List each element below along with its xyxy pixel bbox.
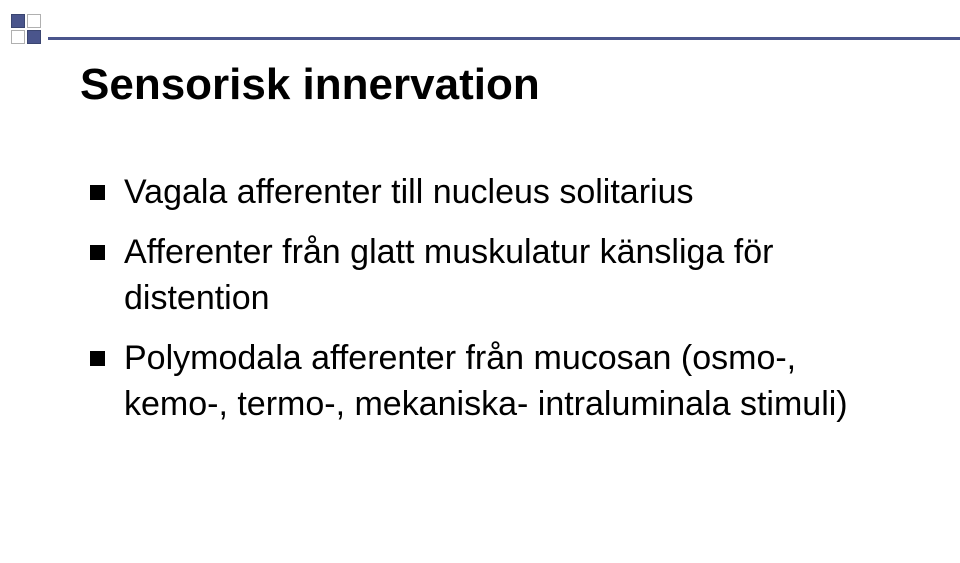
decorative-square-filled	[11, 14, 25, 28]
bullet-list: Vagala afferenter till nucleus solitariu…	[80, 170, 900, 427]
bullet-item: Vagala afferenter till nucleus solitariu…	[90, 170, 900, 216]
bullet-item: Afferenter från glatt muskulatur känslig…	[90, 230, 900, 322]
slide-header-decoration	[0, 14, 960, 46]
decorative-square-empty	[27, 14, 41, 28]
slide-content: Sensorisk innervation Vagala afferenter …	[80, 60, 900, 441]
decorative-square-filled	[27, 30, 41, 44]
decorative-square-empty	[11, 30, 25, 44]
slide-title: Sensorisk innervation	[80, 60, 900, 110]
bullet-item: Polymodala afferenter från mucosan (osmo…	[90, 336, 900, 428]
decorative-divider-line	[48, 37, 960, 40]
